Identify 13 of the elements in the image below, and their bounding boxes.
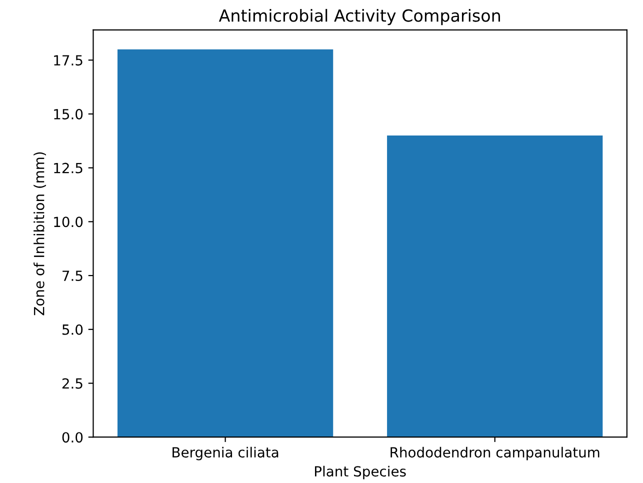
y-tick-label: 10.0 xyxy=(54,216,83,228)
y-tick-label: 15.0 xyxy=(54,108,83,120)
y-tick-label: 17.5 xyxy=(54,55,82,66)
y-axis-title: Zone of Inhibition (mm) xyxy=(34,152,46,316)
x-tick-label: Rhododendron campanulatum xyxy=(390,446,600,460)
x-tick-label: Bergenia ciliata xyxy=(172,446,278,460)
y-tick-label: 2.5 xyxy=(62,378,82,389)
y-tick-label: 7.5 xyxy=(62,270,82,282)
y-tick-label: 0.0 xyxy=(62,432,83,443)
y-tick-label: 12.5 xyxy=(54,162,82,174)
x-axis-title: Plant Species xyxy=(315,466,406,480)
y-tick-label: 5.0 xyxy=(62,324,83,335)
chart-title: Antimicrobial Activity Comparison xyxy=(218,8,500,26)
